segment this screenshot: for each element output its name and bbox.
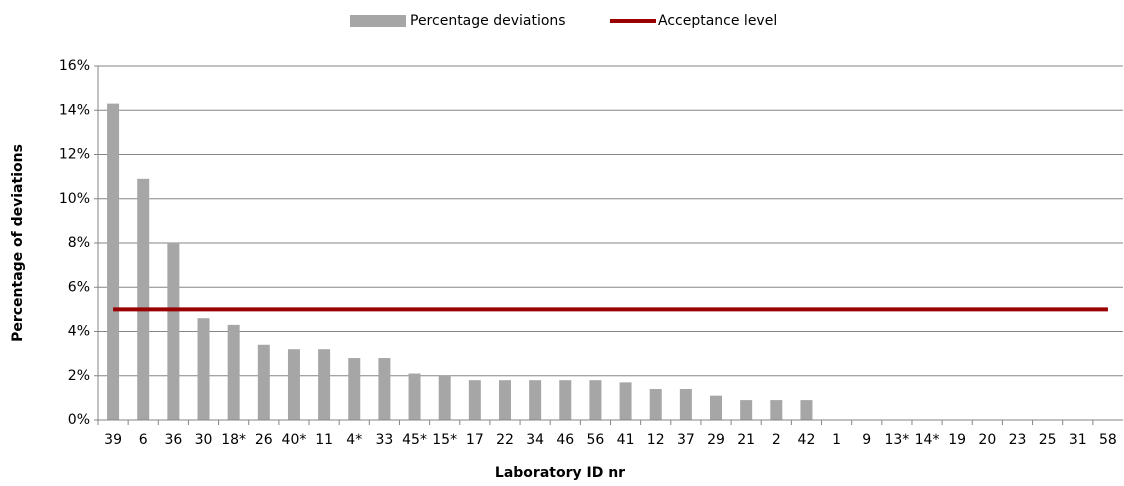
x-tick-label: 26 bbox=[255, 432, 273, 448]
y-tick-label: 12% bbox=[59, 147, 90, 163]
y-tick-label: 4% bbox=[68, 324, 90, 340]
x-tick-label: 29 bbox=[707, 432, 725, 448]
x-tick-label: 25 bbox=[1039, 432, 1057, 448]
bar bbox=[438, 375, 451, 420]
x-tick-label: 17 bbox=[466, 432, 484, 448]
x-tick-label: 18* bbox=[221, 432, 246, 448]
legend-label: Percentage deviations bbox=[410, 13, 566, 29]
x-tick-label: 36 bbox=[164, 432, 182, 448]
x-tick-label: 58 bbox=[1099, 432, 1117, 448]
x-axis-title: Laboratory ID nr bbox=[495, 465, 625, 481]
x-tick-label: 1 bbox=[832, 432, 841, 448]
bar bbox=[770, 400, 783, 420]
x-tick-label: 2 bbox=[772, 432, 781, 448]
x-tick-label: 20 bbox=[978, 432, 996, 448]
x-tick-label: 11 bbox=[315, 432, 333, 448]
y-tick-label: 16% bbox=[59, 58, 90, 74]
bar bbox=[679, 389, 692, 420]
x-tick-label: 45* bbox=[402, 432, 427, 448]
x-tick-label: 46 bbox=[556, 432, 574, 448]
bar bbox=[559, 380, 572, 420]
x-tick-label: 14* bbox=[915, 432, 940, 448]
y-tick-label: 2% bbox=[68, 368, 90, 384]
bar bbox=[167, 243, 180, 420]
bar bbox=[107, 103, 120, 421]
x-tick-label: 42 bbox=[798, 432, 816, 448]
x-tick-label: 34 bbox=[526, 432, 544, 448]
y-tick-label: 0% bbox=[68, 412, 90, 428]
x-tick-label: 40* bbox=[282, 432, 307, 448]
bar bbox=[408, 373, 421, 420]
x-tick-label: 22 bbox=[496, 432, 514, 448]
bar bbox=[529, 380, 542, 420]
y-tick-label: 14% bbox=[59, 102, 90, 118]
x-tick-label: 41 bbox=[617, 432, 635, 448]
bar bbox=[468, 380, 481, 420]
bar bbox=[619, 382, 632, 420]
bar bbox=[227, 324, 240, 420]
x-tick-label: 4* bbox=[346, 432, 362, 448]
y-tick-label: 10% bbox=[59, 191, 90, 207]
bar bbox=[257, 344, 270, 420]
x-tick-label: 39 bbox=[104, 432, 122, 448]
bar bbox=[589, 380, 602, 420]
x-tick-label: 12 bbox=[647, 432, 665, 448]
bar bbox=[287, 349, 300, 420]
x-tick-label: 21 bbox=[737, 432, 755, 448]
x-tick-label: 6 bbox=[139, 432, 148, 448]
bar bbox=[498, 380, 511, 420]
legend-swatch bbox=[350, 15, 406, 27]
bar bbox=[649, 389, 662, 420]
y-tick-label: 8% bbox=[68, 235, 90, 251]
bar bbox=[710, 395, 723, 420]
bar bbox=[378, 358, 391, 420]
x-tick-label: 19 bbox=[948, 432, 966, 448]
y-tick-label: 6% bbox=[68, 279, 90, 295]
x-tick-label: 30 bbox=[195, 432, 213, 448]
bar bbox=[137, 178, 150, 420]
x-tick-label: 33 bbox=[375, 432, 393, 448]
legend-label: Acceptance level bbox=[658, 13, 777, 29]
x-tick-label: 13* bbox=[884, 432, 909, 448]
x-tick-label: 9 bbox=[862, 432, 871, 448]
bar bbox=[800, 400, 813, 420]
bar bbox=[348, 358, 361, 420]
x-tick-label: 23 bbox=[1009, 432, 1027, 448]
bar bbox=[197, 318, 210, 420]
x-tick-label: 56 bbox=[587, 432, 605, 448]
bar bbox=[740, 400, 753, 420]
x-tick-label: 37 bbox=[677, 432, 695, 448]
x-tick-label: 15* bbox=[432, 432, 457, 448]
x-tick-label: 31 bbox=[1069, 432, 1087, 448]
y-axis-title: Percentage of deviations bbox=[10, 144, 26, 342]
bar bbox=[318, 349, 331, 420]
